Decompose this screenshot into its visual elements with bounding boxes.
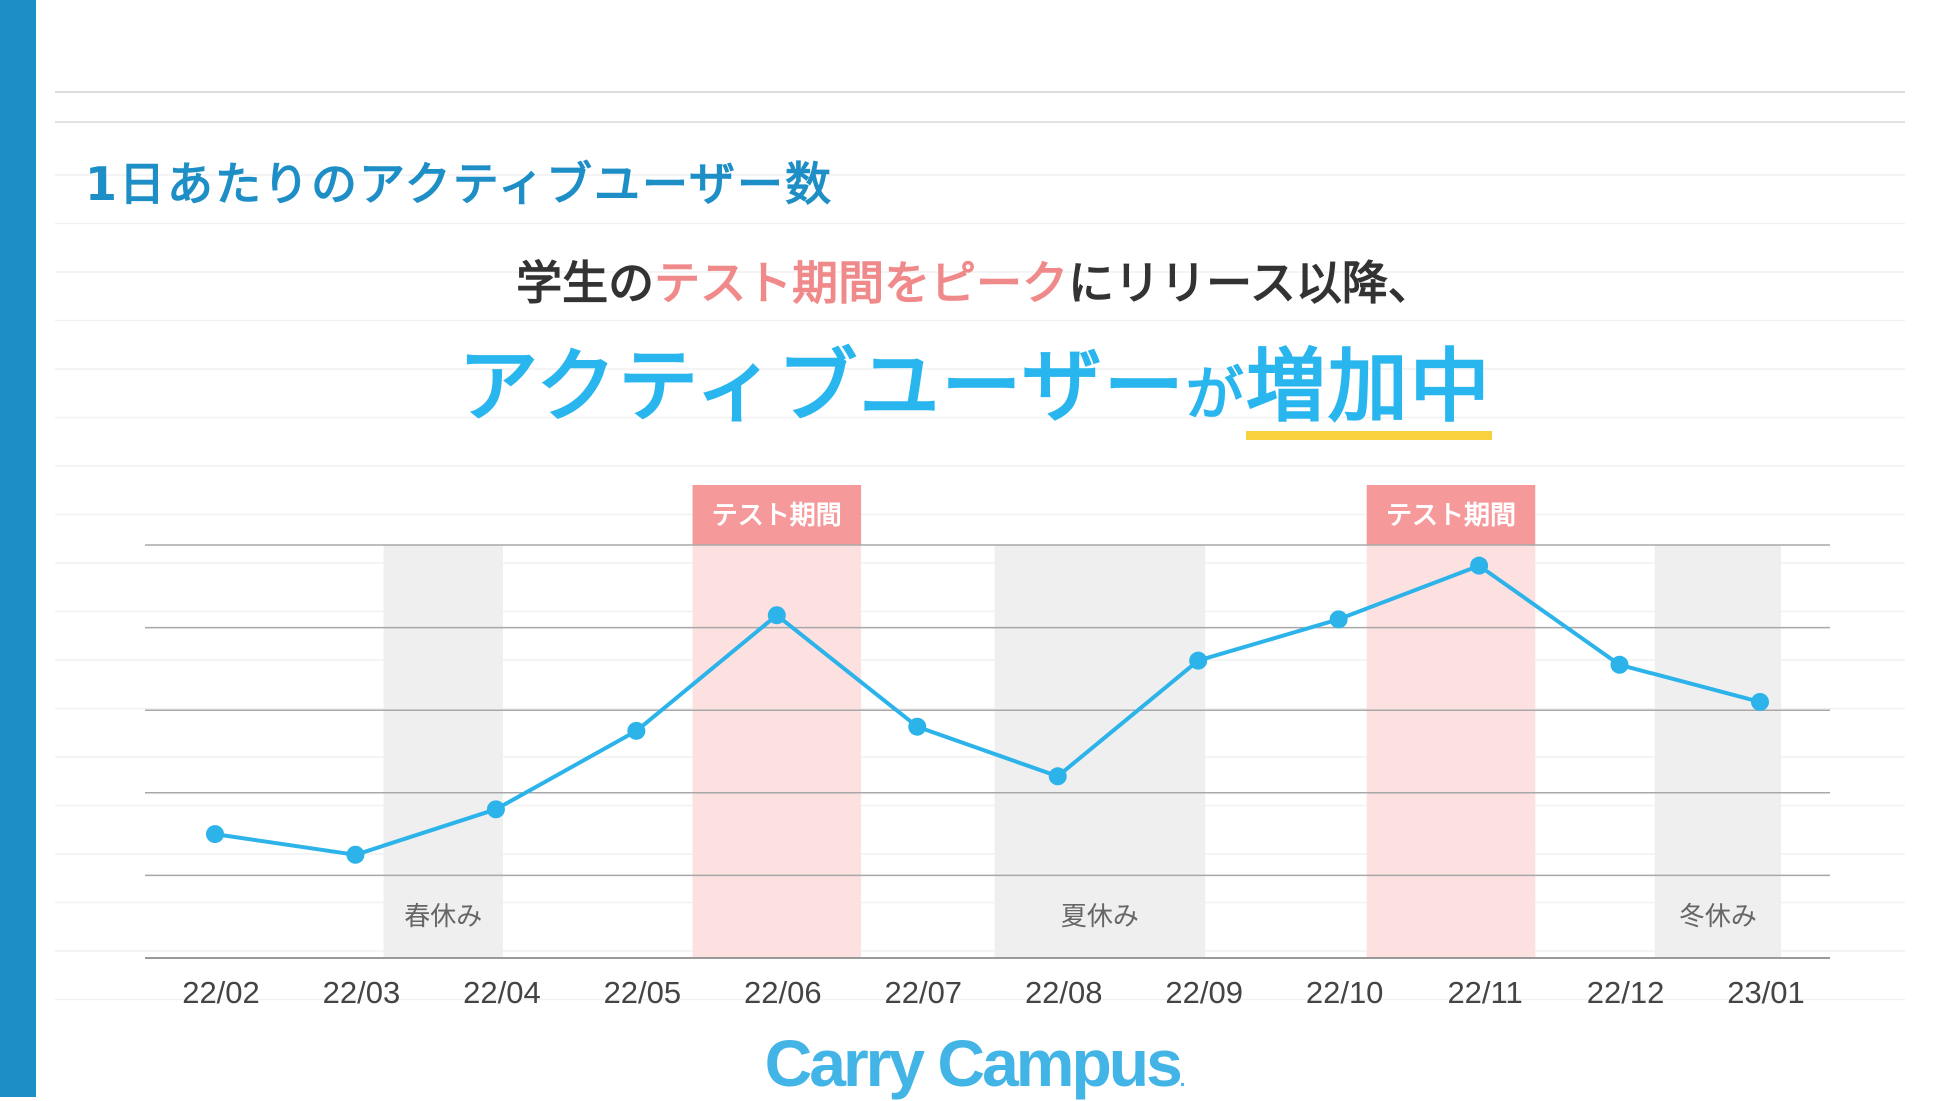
headline: アクティブユーザーが増加中 [0, 322, 1950, 440]
subtitle-part3: にリリース以降、 [1068, 256, 1434, 310]
section-title: 1日あたりのアクティブユーザー数 [85, 157, 834, 211]
x-tick-label-22-06: 22/06 [744, 975, 822, 1010]
x-tick-label-22-10: 22/10 [1306, 975, 1384, 1010]
logo-mark: . [1179, 1069, 1186, 1091]
headline-part2: が [1185, 360, 1246, 428]
data-point-22-06 [767, 606, 786, 625]
x-tick-label-22-09: 22/09 [1165, 975, 1243, 1010]
test-period-tag-3 [1366, 485, 1536, 545]
x-tick-label-22-05: 22/05 [604, 975, 682, 1010]
test-period-band-3 [1366, 545, 1536, 958]
data-point-22-09 [1189, 651, 1208, 670]
x-tick-label-22-11: 22/11 [1447, 975, 1522, 1010]
holiday-label-2: 夏休み [1061, 902, 1139, 932]
data-point-22-02 [206, 825, 224, 844]
holiday-label-0: 春休み [404, 902, 482, 932]
headline-underlined: 増加中 [1245, 347, 1492, 440]
data-point-22-08 [1048, 767, 1067, 786]
x-tick-label-23-01: 23/01 [1727, 975, 1805, 1010]
test-period-label-3: テスト期間 [1386, 501, 1516, 531]
holiday-band-0 [383, 545, 503, 958]
x-axis-tick-labels: 22/02 22/03 22/04 22/05 22/06 22/07 22/08 22/09… [182, 975, 1805, 1010]
headline-part1: アクティブユーザー [458, 340, 1186, 433]
x-tick-label-22-03: 22/03 [323, 975, 401, 1010]
data-point-22-10 [1329, 610, 1348, 629]
data-point-22-11 [1470, 556, 1489, 575]
test-period-tag-1 [692, 485, 862, 545]
x-tick-label-22-04: 22/04 [463, 975, 541, 1010]
series-line-layer [213, 563, 1762, 857]
data-point-22-12 [1610, 655, 1629, 674]
subtitle-highlight: テスト期間をピーク [654, 256, 1069, 310]
data-point-22-07 [908, 717, 927, 736]
x-tick-label-22-02: 22/02 [182, 975, 260, 1010]
data-point-22-04 [486, 800, 505, 819]
x-tick-label-22-12: 22/12 [1587, 975, 1665, 1010]
data-point-23-01 [1751, 692, 1769, 711]
x-tick-label-22-07: 22/07 [884, 975, 962, 1010]
x-tick-label-22-08: 22/08 [1025, 975, 1103, 1010]
data-point-22-03 [346, 845, 365, 864]
holiday-label-4: 冬休み [1679, 902, 1757, 932]
subtitle: 学生のテスト期間をピークにリリース以降、 [0, 247, 1950, 313]
logo-text: Carry Campus [764, 1026, 1183, 1100]
holiday-band-4 [1654, 545, 1782, 958]
chart-gridlines [145, 544, 1830, 959]
carry-campus-logo: Carry Campus. [0, 1025, 1950, 1101]
test-period-label-1: テスト期間 [712, 501, 842, 531]
data-point-22-05 [627, 721, 646, 740]
left-accent-bar [0, 0, 36, 1097]
subtitle-part1: 学生の [516, 256, 655, 310]
series-points [206, 556, 1769, 864]
active-users-series-line [213, 563, 1762, 857]
holiday-band-2 [994, 545, 1206, 958]
